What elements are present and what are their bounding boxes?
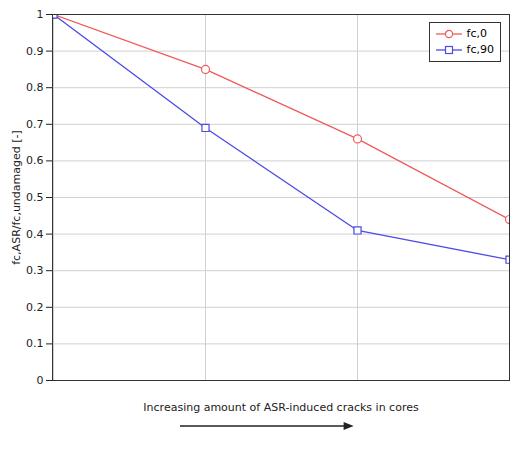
svg-text:0.6: 0.6 [26, 154, 44, 167]
svg-text:0.4: 0.4 [26, 228, 44, 241]
html-text:fc,90: fc,90 [466, 43, 494, 56]
svg-text:0: 0 [37, 374, 44, 387]
svg-text:0.8: 0.8 [26, 81, 44, 94]
svg-text:0.3: 0.3 [26, 264, 44, 277]
svg-text:0.9: 0.9 [26, 45, 44, 58]
svg-text:0.7: 0.7 [26, 118, 44, 131]
svg-text:0.1: 0.1 [26, 337, 44, 350]
svg-text:Increasing amount of ASR-induc: Increasing amount of ASR-induced cracks … [143, 401, 419, 414]
svg-text:0.2: 0.2 [26, 301, 44, 314]
svg-text:0.5: 0.5 [26, 191, 44, 204]
html-text:fc,0: fc,0 [466, 27, 487, 40]
svg-text:fc,ASR/fc,undamaged [-]: fc,ASR/fc,undamaged [-] [10, 130, 23, 265]
svg-text:1: 1 [37, 8, 44, 21]
